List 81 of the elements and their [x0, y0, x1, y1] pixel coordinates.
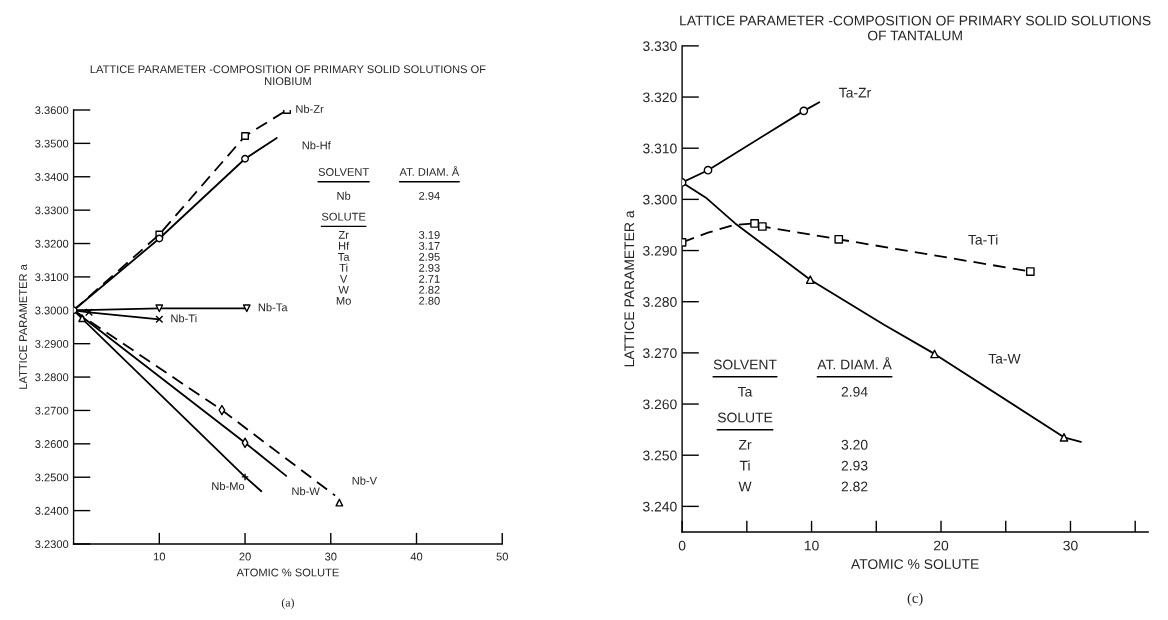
y-tick-label: 3.2900 [35, 339, 69, 348]
x-tick-label: 0 [678, 540, 686, 551]
y-tick-label: 3.2400 [35, 506, 69, 515]
chart-title: LATTICE PARAMETER -COMPOSITION OF PRIMARY SOLID SOLUTIONS OF NIOBIUM [90, 65, 486, 86]
annotation: 2.93 [841, 460, 868, 471]
series-label: Nb-Mo [212, 481, 245, 491]
annotation: 3.19 [418, 230, 440, 239]
y-axis-title: LATTICE PARAMETER a [19, 264, 27, 389]
annotation: SOLVENT [713, 359, 777, 370]
y-tick-label: 3.320 [643, 92, 677, 103]
series-label: Ta-Ti [968, 234, 998, 245]
annotation: SOLUTE [321, 212, 366, 221]
annotation: 2.95 [419, 252, 440, 261]
annotation: Ti [339, 263, 348, 272]
annotation: AT. DIAM. Å [817, 357, 892, 370]
y-tick-label: 3.3100 [35, 273, 69, 282]
y-tick-label: 3.270 [643, 348, 677, 359]
annotation: 2.71 [419, 274, 440, 283]
x-tick-label: 20 [933, 540, 949, 551]
text: Nb-Hf [302, 141, 331, 150]
y-tick-label: 3.310 [643, 143, 677, 154]
annotation: Zr [738, 439, 752, 450]
chart-title: LATTICE PARAMETER -COMPOSITION OF PRIMARY SOLID SOLUTIONS OF TANTALUM [680, 15, 1151, 41]
y-tick-label: 3.250 [643, 450, 677, 461]
x-tick-label: 40 [410, 552, 423, 561]
annotation: W [338, 285, 349, 294]
y-tick-label: 3.3300 [35, 206, 69, 215]
x-tick-label: 50 [496, 552, 508, 561]
series-label: Nb-Ti [171, 314, 197, 323]
y-tick-label: 3.2500 [35, 473, 69, 482]
annotation: Nb [337, 191, 351, 200]
annotation: SOLUTE [717, 412, 773, 423]
y-tick-label: 3.280 [643, 297, 677, 307]
y-tick-label: 3.290 [643, 245, 677, 256]
annotation: Hf [338, 241, 350, 250]
annotation: 2.82 [841, 481, 868, 492]
annotation: 3.17 [418, 241, 440, 250]
annotation: W [738, 481, 752, 492]
y-tick-label: 3.300 [643, 194, 677, 205]
series-label: Nb-Ta [258, 303, 288, 312]
annotation: Ta [338, 253, 350, 261]
annotation: AT. DIAM. Å [399, 166, 460, 176]
x-axis-title: ATOMIC % SOLUTE [236, 568, 339, 577]
y-tick-label: 3.260 [643, 399, 677, 410]
annotation: Ti [739, 460, 750, 471]
y-axis-title: LATTICE PARAMETER a [624, 210, 635, 367]
y-tick-label: 3.330 [643, 41, 677, 52]
series-label: Nb-Zr [296, 104, 324, 113]
annotation: SOLVENT [318, 168, 369, 176]
y-tick-label: 3.2700 [35, 406, 69, 415]
x-tick-label: 10 [153, 552, 166, 561]
series-label: Ta-W [988, 354, 1021, 364]
y-tick-label: 3.3500 [35, 139, 69, 148]
series-label: Ta-Zr [839, 87, 871, 98]
text: (a) [281, 598, 294, 609]
annotation: 2.93 [419, 263, 440, 272]
annotation: 3.20 [841, 439, 868, 450]
y-tick-label: 3.3400 [35, 173, 69, 181]
annotation: 2.80 [419, 296, 440, 305]
annotation: Ta [738, 386, 753, 397]
x-tick-label: 30 [1063, 540, 1078, 551]
annotation: Mo [336, 296, 351, 305]
y-tick-label: 3.240 [643, 501, 677, 512]
y-tick-label: 3.2300 [35, 540, 69, 549]
y-tick-label: 3.2800 [35, 373, 69, 382]
annotation: 2.94 [841, 386, 868, 397]
annotation: 2.94 [419, 191, 440, 200]
x-tick-label: 30 [325, 552, 337, 561]
annotation: V [339, 275, 348, 283]
y-tick-label: 3.3600 [35, 106, 69, 115]
y-tick-label: 3.3200 [35, 239, 69, 248]
text: (c) [907, 592, 923, 606]
annotation: Zr [338, 231, 349, 239]
y-tick-label: 3.3000 [35, 306, 69, 315]
x-tick-label: 10 [804, 540, 819, 551]
annotation: 2.82 [419, 285, 440, 294]
x-axis-title: ATOMIC % SOLUTE [850, 559, 979, 569]
series-label: Nb-W [292, 486, 320, 496]
y-tick-label: 3.2600 [35, 440, 69, 448]
series-label: Nb-V [352, 476, 377, 485]
x-tick-label: 20 [239, 552, 251, 561]
